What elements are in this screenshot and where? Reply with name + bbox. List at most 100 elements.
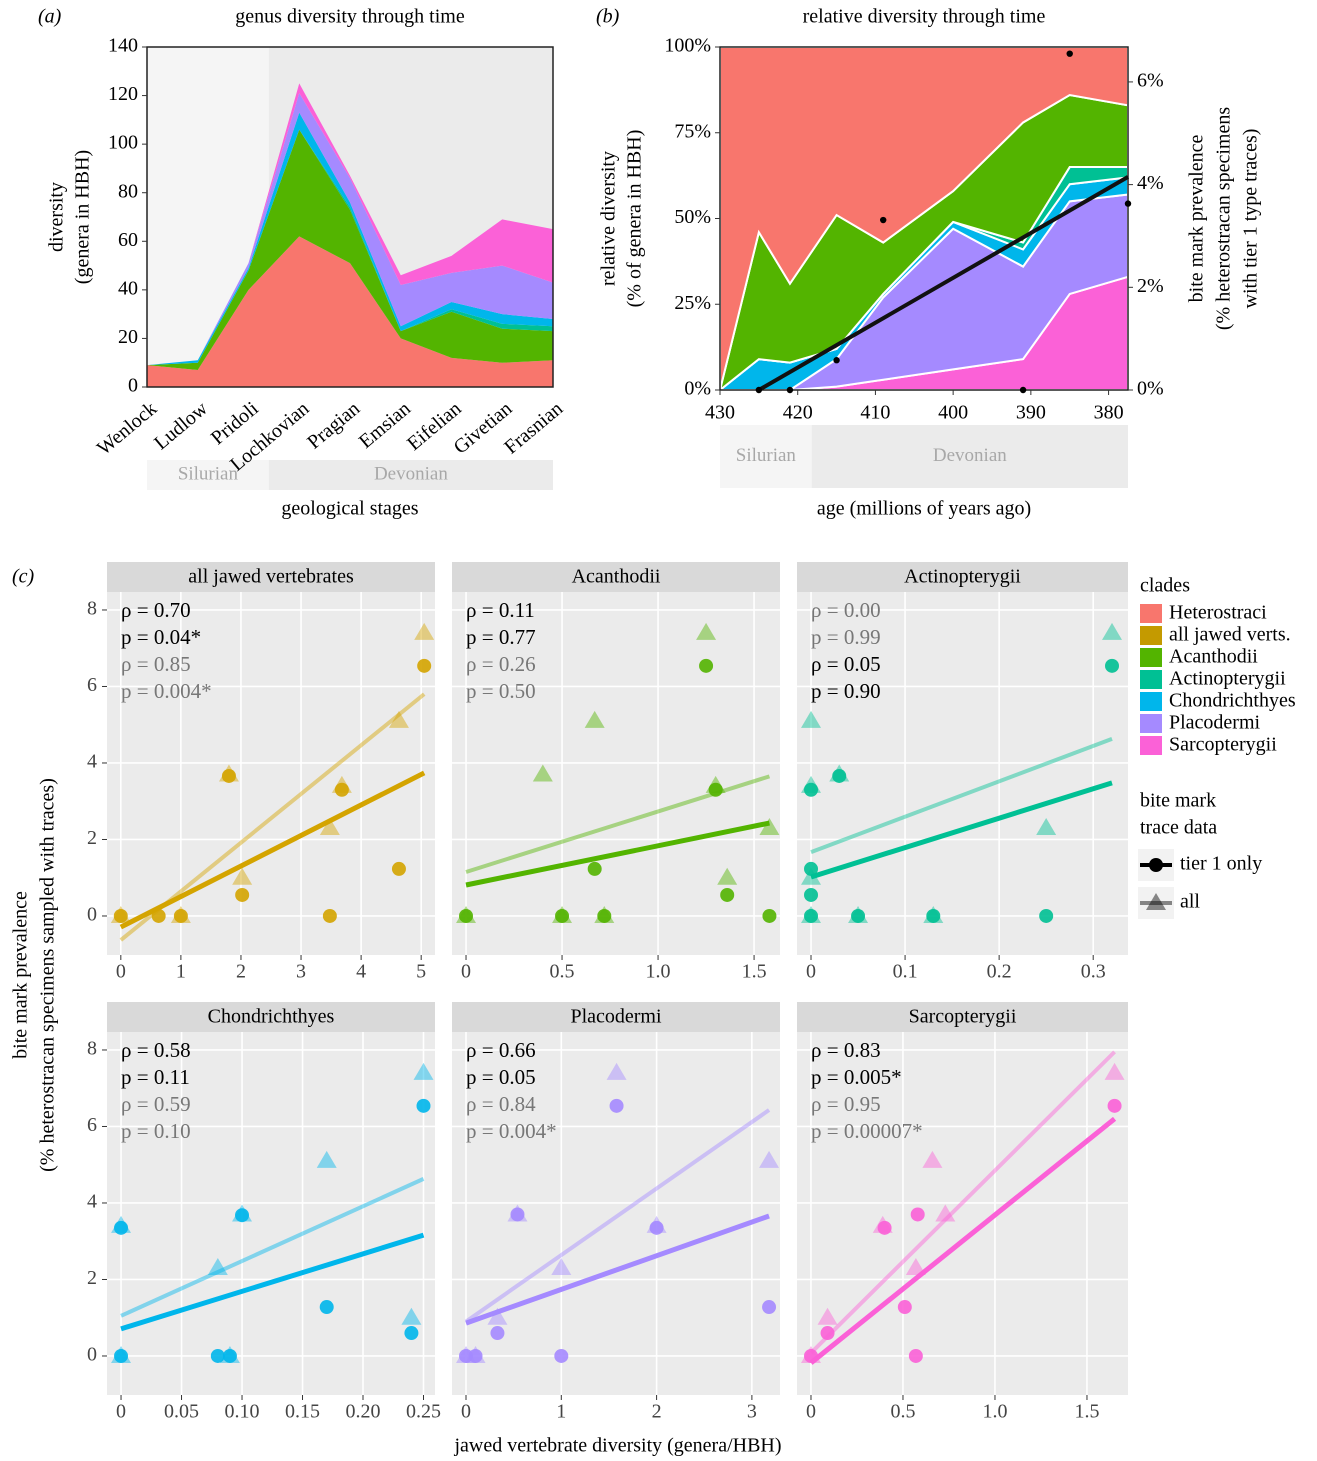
x-tick-label: 0.2: [987, 961, 1012, 983]
y2-tick-label: 4%: [1137, 172, 1164, 194]
y-tick-label: 40: [118, 277, 138, 299]
point: [833, 357, 839, 363]
stat-annotation: ρ = 0.59: [121, 1092, 191, 1116]
circle-point: [554, 1349, 568, 1363]
period-label: Silurian: [178, 463, 239, 484]
x-tick-label: 0.05: [164, 1401, 199, 1423]
x-tick-label: Pragian: [303, 397, 364, 453]
circle-point: [1108, 1099, 1122, 1113]
stat-annotation: p = 0.004*: [121, 679, 212, 703]
x-tick-label: 1: [176, 961, 186, 983]
stat-annotation: ρ = 0.66: [466, 1038, 536, 1062]
y-tick-label: 8: [87, 1038, 97, 1060]
stat-annotation: ρ = 0.05: [811, 652, 881, 676]
circle-point: [490, 1326, 504, 1340]
facet-title: all jawed vertebrates: [188, 566, 354, 588]
stat-annotation: p = 0.10: [121, 1119, 191, 1143]
x-tick-label: 1.0: [982, 1401, 1007, 1423]
circle-point: [720, 888, 734, 902]
period-label: Silurian: [736, 445, 797, 466]
x-tick-label: 0: [461, 961, 471, 983]
stat-annotation: p = 0.11: [121, 1065, 190, 1089]
stat-annotation: p = 0.05: [466, 1065, 536, 1089]
y2-tick-label: 6%: [1137, 70, 1164, 92]
facet-title: Acanthodii: [572, 566, 661, 588]
period-label: Devonian: [933, 445, 1007, 466]
legend-key: [1140, 626, 1162, 645]
panel-label: (a): [38, 6, 62, 28]
stat-annotation: p = 0.77: [466, 625, 536, 649]
y-axis-label: bite mark prevalence: [10, 891, 32, 1059]
point: [1020, 387, 1026, 393]
y-tick-label: 25%: [674, 292, 711, 314]
circle-point: [417, 659, 431, 673]
x-tick-label: 0.3: [1081, 961, 1106, 983]
circle-point: [610, 1099, 624, 1113]
y2-tick-label: 0%: [1137, 378, 1164, 400]
y-tick-label: 100: [108, 132, 138, 154]
legend-label: all: [1180, 891, 1200, 913]
x-tick-label: 380: [1094, 402, 1124, 424]
point: [880, 217, 886, 223]
circle-point: [323, 909, 337, 923]
y2-axis-label: bite mark prevalence: [1186, 135, 1208, 303]
y2-tick-label: 2%: [1137, 275, 1164, 297]
y-tick-label: 20: [118, 326, 138, 348]
y-axis-label: relative diversity: [598, 151, 620, 286]
circle-point: [588, 862, 602, 876]
circle-point: [1105, 659, 1119, 673]
stat-annotation: ρ = 0.83: [811, 1038, 881, 1062]
period-label: Devonian: [374, 463, 448, 484]
figure: SilurianDevonian020406080100120140Wenloc…: [0, 0, 1317, 1461]
y-tick-label: 8: [87, 598, 97, 620]
y-tick-label: 4: [87, 1191, 97, 1213]
y-tick-label: 2: [87, 1267, 97, 1289]
legend-key: [1140, 670, 1162, 689]
x-tick-label: 0.1: [893, 961, 918, 983]
circle-point: [1039, 909, 1053, 923]
legend-label: Placodermi: [1169, 712, 1261, 734]
x-tick-label: 0.15: [285, 1401, 320, 1423]
stat-annotation: ρ = 0.26: [466, 652, 536, 676]
x-tick-label: 0.20: [346, 1401, 381, 1423]
x-tick-label: Emsian: [355, 397, 415, 452]
point: [756, 387, 762, 393]
stat-annotation: p = 0.50: [466, 679, 536, 703]
y-axis-label: (% heterostracan specimens sampled with …: [37, 778, 59, 1172]
x-tick-label: 5: [416, 961, 426, 983]
stat-annotation: p = 0.00007*: [811, 1119, 923, 1143]
x-tick-label: 390: [1016, 402, 1046, 424]
legend-label: all jawed verts.: [1169, 624, 1291, 646]
circle-point: [804, 888, 818, 902]
facet-title: Chondrichthyes: [208, 1006, 335, 1028]
y-axis-label: (% of genera in HBH): [624, 130, 646, 308]
legend-key: [1140, 648, 1162, 667]
legend-title: clades: [1140, 575, 1190, 597]
circle-point: [392, 862, 406, 876]
x-tick-label: 4: [356, 961, 366, 983]
stat-annotation: ρ = 0.58: [121, 1038, 191, 1062]
facet-title: Sarcopterygii: [909, 1006, 1017, 1028]
stat-annotation: p = 0.04*: [121, 625, 201, 649]
legend-key: [1140, 692, 1162, 711]
circle-point: [417, 1099, 431, 1113]
circle-point: [699, 659, 713, 673]
x-tick-label: 0.10: [225, 1401, 260, 1423]
legend-label: Chondrichthyes: [1169, 690, 1296, 712]
circle-point: [762, 909, 776, 923]
panel-label: (c): [12, 566, 35, 588]
legend-label: Sarcopterygii: [1169, 734, 1277, 756]
stat-annotation: p = 0.99: [811, 625, 881, 649]
x-tick-label: 3: [747, 1401, 757, 1423]
stat-annotation: ρ = 0.00: [811, 598, 881, 622]
stat-annotation: ρ = 0.84: [466, 1092, 536, 1116]
x-axis-label: jawed vertebrate diversity (genera/HBH): [453, 1435, 781, 1457]
x-tick-label: 0: [116, 961, 126, 983]
legend-label: Heterostraci: [1169, 602, 1267, 624]
y-tick-label: 60: [118, 229, 138, 251]
point: [1067, 50, 1073, 56]
x-tick-label: 430: [705, 402, 735, 424]
y-axis-label: diversity: [46, 182, 68, 252]
y-tick-label: 75%: [674, 120, 711, 142]
y-tick-label: 0: [128, 375, 138, 397]
